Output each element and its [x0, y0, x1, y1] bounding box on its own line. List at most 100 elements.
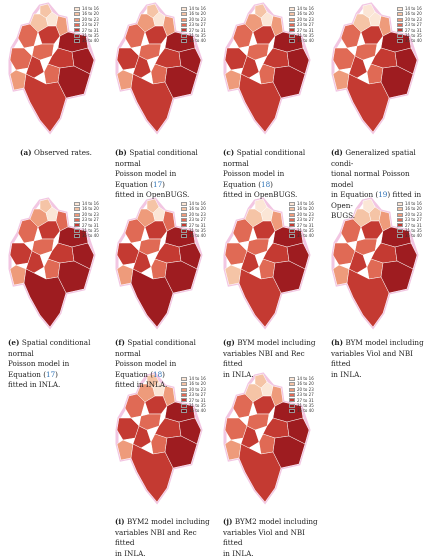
legend-entry: 35 to 40 — [289, 38, 314, 43]
caption-line: in INLA. — [331, 370, 427, 381]
legend-entry: 35 to 40 — [74, 233, 99, 238]
map-region — [259, 64, 275, 84]
legend-swatch — [74, 218, 80, 222]
panel-caption: (d) Generalized spatial condi-tional nor… — [331, 148, 427, 222]
legend-swatch — [74, 39, 80, 43]
legend-swatch — [181, 404, 187, 408]
legend-swatch — [74, 223, 80, 227]
caption-line: variables Viol and NBI fitted — [223, 528, 319, 549]
legend-entry: 35 to 40 — [397, 233, 422, 238]
equation-ref-link[interactable]: 17 — [153, 180, 162, 189]
legend-swatch — [289, 223, 295, 227]
map-region — [151, 259, 167, 279]
legend-label: 35 to 40 — [297, 233, 314, 238]
legend-entry: 35 to 40 — [289, 233, 314, 238]
legend-swatch — [397, 39, 403, 43]
caption-letter: (j) — [223, 517, 235, 526]
legend-swatch — [181, 18, 187, 22]
caption-line: (e) Spatial conditional normal — [8, 338, 104, 359]
equation-ref-link[interactable]: 18 — [153, 370, 162, 379]
caption-letter: (c) — [223, 148, 237, 157]
caption-line: (a) Observed rates. — [8, 148, 104, 159]
panel-caption: (a) Observed rates. — [8, 148, 104, 159]
caption-line: fitted in INLA. — [8, 380, 104, 391]
legend-swatch — [74, 23, 80, 27]
legend-swatch — [289, 207, 295, 211]
equation-ref-link[interactable]: 17 — [46, 370, 55, 379]
caption-line: Poisson model in Equation (18) — [115, 359, 211, 380]
caption-letter: (g) — [223, 338, 237, 347]
map-region — [151, 434, 167, 454]
caption-line: Poisson model in Equation (17) — [115, 169, 211, 190]
legend-swatch — [74, 202, 80, 206]
legend-swatch — [74, 234, 80, 238]
legend-swatch — [397, 28, 403, 32]
legend-swatch — [181, 223, 187, 227]
caption-line: tional normal Poisson model — [331, 169, 427, 190]
legend-entry: 35 to 40 — [397, 38, 422, 43]
legend-swatch — [289, 388, 295, 392]
legend-entry: 35 to 40 — [181, 408, 206, 413]
caption-line: variables NBI and Rec fitted — [115, 528, 211, 549]
caption-line: variables Viol and NBI fitted — [331, 349, 427, 370]
caption-line: in Equation (19) fitted in Open- — [331, 190, 427, 211]
legend-swatch — [289, 393, 295, 397]
caption-line: (h) BYM model including — [331, 338, 427, 349]
legend-swatch — [181, 39, 187, 43]
legend-swatch — [289, 7, 295, 11]
caption-line: BUGS. — [331, 211, 427, 222]
legend-swatch — [289, 229, 295, 233]
caption-line: (d) Generalized spatial condi- — [331, 148, 427, 169]
equation-ref-link[interactable]: 18 — [261, 180, 270, 189]
legend-swatch — [289, 409, 295, 413]
legend-label: 35 to 40 — [189, 408, 206, 413]
caption-line: (i) BYM2 model including — [115, 517, 211, 528]
legend-swatch — [397, 23, 403, 27]
caption-line: (b) Spatial conditional normal — [115, 148, 211, 169]
legend-swatch — [397, 223, 403, 227]
legend-swatch — [289, 218, 295, 222]
legend-swatch — [181, 234, 187, 238]
legend-swatch — [181, 207, 187, 211]
map-region — [259, 434, 275, 454]
caption-line: in INLA. — [223, 549, 319, 559]
legend-swatch — [74, 18, 80, 22]
caption-line: Poisson model in Equation (18) — [223, 169, 319, 190]
legend-swatch — [181, 409, 187, 413]
legend-swatch — [181, 7, 187, 11]
caption-line: in INLA. — [223, 370, 319, 381]
legend-swatch — [181, 23, 187, 27]
map-region — [151, 64, 167, 84]
caption-letter: (d) — [331, 148, 345, 157]
legend-swatch — [397, 229, 403, 233]
equation-ref-link[interactable]: 19 — [378, 190, 387, 199]
caption-letter: (i) — [115, 517, 127, 526]
legend-swatch — [181, 393, 187, 397]
legend-swatch — [181, 34, 187, 38]
map-region — [44, 64, 60, 84]
legend-label: 35 to 40 — [405, 38, 422, 43]
legend-label: 35 to 40 — [189, 38, 206, 43]
legend-swatch — [289, 12, 295, 16]
caption-line: (j) BYM2 model including — [223, 517, 319, 528]
legend-swatch — [74, 7, 80, 11]
legend-label: 35 to 40 — [297, 38, 314, 43]
map-region — [259, 259, 275, 279]
legend-swatch — [289, 404, 295, 408]
caption-letter: (e) — [8, 338, 22, 347]
legend-swatch — [289, 202, 295, 206]
caption-line: fitted in INLA. — [115, 380, 211, 391]
legend-swatch — [289, 39, 295, 43]
map-region — [44, 259, 60, 279]
caption-letter: (f) — [115, 338, 127, 347]
